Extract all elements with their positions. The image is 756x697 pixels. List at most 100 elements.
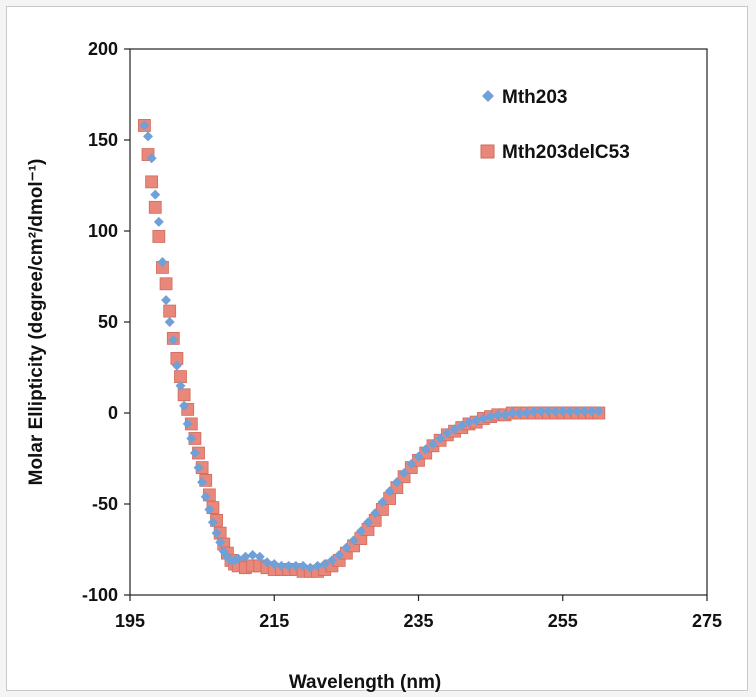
mth203-point xyxy=(348,535,359,546)
mth203-point xyxy=(463,417,474,428)
mth203-point xyxy=(189,448,200,459)
mth203-point xyxy=(171,360,182,371)
mth203-point xyxy=(557,406,568,417)
mth203-point xyxy=(370,508,381,519)
legend: Mth203 Mth203delC53 xyxy=(480,87,630,163)
y-tick-label: 100 xyxy=(88,221,118,241)
mth203-point xyxy=(207,517,218,528)
y-tick-label: 200 xyxy=(88,39,118,59)
mth203-point xyxy=(146,153,157,164)
mth203-point xyxy=(240,551,251,562)
mth203-point xyxy=(586,406,597,417)
x-axis-title: Wavelength (nm) xyxy=(289,672,441,693)
mth203delc53-point xyxy=(145,175,159,189)
mth203-point xyxy=(179,400,190,411)
mth203-point xyxy=(579,406,590,417)
mth203-point xyxy=(572,406,583,417)
mth203-point xyxy=(550,406,561,417)
y-tick-label: 150 xyxy=(88,130,118,150)
mth203-point xyxy=(514,408,525,418)
mth203-point xyxy=(471,415,482,426)
mth203-point xyxy=(326,555,337,566)
mth203delc53-point xyxy=(152,230,166,243)
mth203-point xyxy=(363,517,374,528)
x-tick-label: 195 xyxy=(115,611,145,631)
mth203-point xyxy=(197,477,208,488)
mth203-point xyxy=(215,537,226,548)
mth203delc53-point xyxy=(163,304,177,318)
mth203-point xyxy=(175,380,186,391)
mth203-point xyxy=(355,526,366,537)
x-tick-label: 275 xyxy=(692,611,722,631)
mth203-point xyxy=(193,462,204,473)
mth203-point xyxy=(139,120,150,131)
x-tick-label: 235 xyxy=(403,611,433,631)
y-tick-label: 0 xyxy=(108,403,118,423)
mth203-point xyxy=(391,477,402,488)
mth203-point xyxy=(500,409,511,420)
mth203-point xyxy=(157,256,168,267)
mth203-point xyxy=(254,551,265,562)
mth203-point xyxy=(153,216,164,227)
mth203-point xyxy=(312,560,323,571)
mth203-point xyxy=(276,560,287,571)
x-axis-ticks: 195 215 235 255 275 xyxy=(115,595,722,631)
x-tick-label: 215 xyxy=(259,611,289,631)
mth203-point xyxy=(200,491,211,502)
mth203-point xyxy=(427,438,438,449)
mth203-point xyxy=(298,560,309,571)
mth203delc53-point xyxy=(148,200,162,214)
mth203-point xyxy=(168,335,179,346)
mth203-point xyxy=(442,428,453,439)
mth203-point xyxy=(143,131,154,142)
mth203delc53-point xyxy=(177,388,191,402)
legend-marker-mth203 xyxy=(482,90,494,102)
mth203-point xyxy=(507,408,518,418)
mth203-point xyxy=(182,418,193,429)
y-tick-label: -50 xyxy=(92,494,118,514)
mth203-point xyxy=(406,458,417,469)
mth203-point xyxy=(204,504,215,515)
mth203-point xyxy=(341,542,352,553)
legend-label-mth203delc53: Mth203delC53 xyxy=(502,142,630,163)
legend-label-mth203: Mth203 xyxy=(502,87,567,108)
plot-area xyxy=(129,48,708,596)
mth203-point xyxy=(456,420,467,431)
mth203-point xyxy=(528,406,539,417)
mth203-point xyxy=(521,408,532,418)
mth203-point xyxy=(478,413,489,424)
y-tick-label: -100 xyxy=(82,585,118,605)
mth203-point xyxy=(420,444,431,455)
mth203-point xyxy=(413,451,424,462)
mth203-point xyxy=(435,433,446,444)
mth203-point xyxy=(290,560,301,571)
mth203-point xyxy=(399,468,410,479)
mth203-point xyxy=(485,411,496,422)
mth203-point xyxy=(319,559,330,570)
mth203-point xyxy=(233,553,244,564)
mth203-point xyxy=(269,559,280,570)
mth203-point xyxy=(449,424,460,435)
y-axis-ticks: 200 150 100 50 0 -50 -100 xyxy=(82,39,130,605)
mth203-point xyxy=(334,549,345,560)
mth203-point xyxy=(492,409,503,420)
mth203-point xyxy=(161,295,172,306)
mth203-point xyxy=(186,433,197,444)
mth203-point xyxy=(211,528,222,539)
data-points xyxy=(138,119,606,578)
x-tick-label: 255 xyxy=(548,611,578,631)
mth203-point xyxy=(283,560,294,571)
mth203-point xyxy=(384,486,395,497)
mth203-point xyxy=(543,406,554,417)
mth203-point xyxy=(164,317,175,327)
mth203-point xyxy=(536,406,547,417)
y-axis-title: Molar Ellipticity (degree/cm²/dmol⁻¹) xyxy=(26,159,47,486)
mth203-point xyxy=(262,557,273,568)
legend-marker-mth203delc53 xyxy=(480,144,495,159)
y-tick-label: 50 xyxy=(98,312,118,332)
mth203-point xyxy=(593,406,604,417)
mth203-point xyxy=(564,406,575,417)
mth203-point xyxy=(247,549,258,560)
mth203delc53-point xyxy=(159,277,173,291)
